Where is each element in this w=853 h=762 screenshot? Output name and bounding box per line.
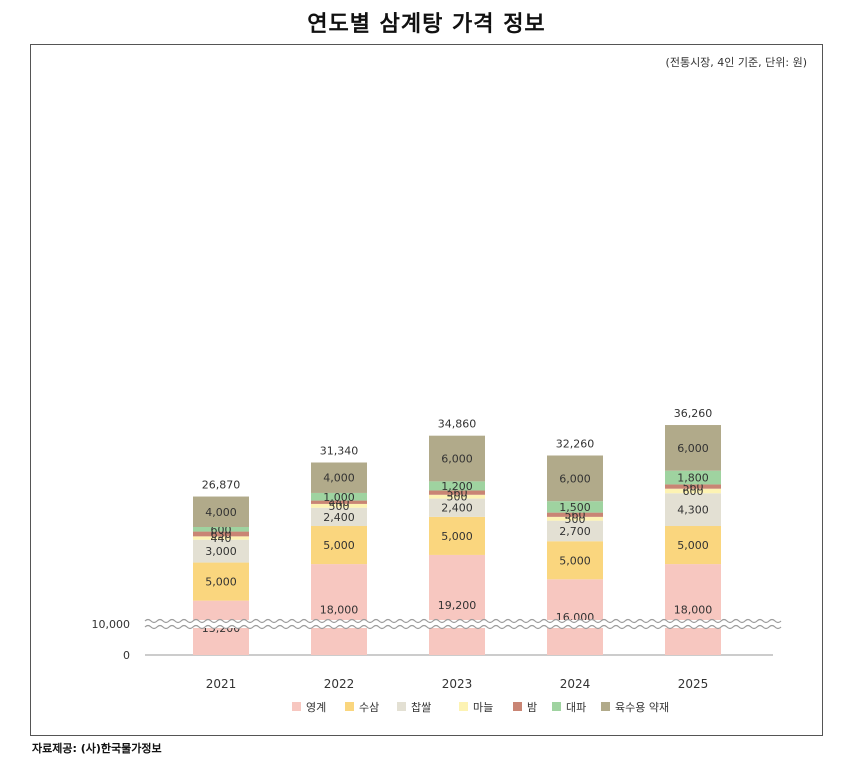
bar-segment (429, 435, 485, 482)
data-label: 6,000 (441, 453, 473, 466)
legend-label: 대파 (566, 701, 586, 714)
legend-label: 육수용 약재 (615, 700, 669, 714)
bar-segment (311, 500, 367, 504)
legend-swatch (513, 702, 522, 711)
bar-segment (429, 498, 485, 517)
bar-segment (547, 512, 603, 517)
data-label: 6,000 (559, 472, 591, 485)
data-label: 5,000 (323, 539, 355, 552)
legend-label: 수삼 (359, 701, 379, 714)
legend-swatch (345, 702, 354, 711)
legend-swatch (292, 702, 301, 711)
bar-segment (311, 507, 367, 527)
bar-segment (665, 425, 721, 471)
x-tick-label: 2022 (324, 677, 355, 691)
data-label: 1,000 (323, 491, 355, 504)
axis-break-gap (140, 620, 780, 628)
data-label: 1,200 (441, 480, 473, 493)
chart-title: 연도별 삼계탕 가격 정보 (307, 12, 546, 37)
data-label: 4,000 (205, 506, 237, 519)
data-label: 1,800 (677, 472, 709, 485)
bar-segment (193, 531, 249, 537)
data-label: 5,000 (441, 530, 473, 543)
data-label: 4,300 (677, 504, 709, 517)
x-tick-label: 2021 (206, 677, 237, 691)
bar-segment (193, 496, 249, 527)
legend-swatch (459, 702, 468, 711)
unit-note: (전통시장, 4인 기준, 단위: 원) (665, 56, 807, 69)
data-label: 3,000 (205, 545, 237, 558)
bar-segment (665, 484, 721, 489)
x-tick-label: 2024 (560, 677, 591, 691)
bar-segment (547, 541, 603, 580)
data-label: 1,500 (559, 501, 591, 514)
data-label: 19,200 (438, 599, 477, 612)
axis-break-line (144, 624, 782, 630)
axis-break-line (144, 618, 782, 624)
data-label: 5,000 (559, 554, 591, 567)
bar-segment (665, 488, 721, 494)
bar-segment (547, 579, 603, 655)
legend-swatch (552, 702, 561, 711)
total-label: 36,260 (674, 407, 713, 420)
bar-segment (547, 520, 603, 542)
bar-segment (665, 564, 721, 655)
source-note: 자료제공: (사)한국물가정보 (32, 742, 162, 755)
y-tick-label: 0 (123, 649, 130, 662)
bar-segment (193, 539, 249, 563)
legend-swatch (397, 702, 406, 711)
x-tick-label: 2023 (442, 677, 473, 691)
bar-segment (547, 516, 603, 521)
data-label: 2,400 (323, 511, 355, 524)
total-label: 34,860 (438, 418, 477, 431)
legend-label: 찹쌀 (411, 701, 431, 714)
bar-segment (311, 503, 367, 508)
bar-segment (311, 492, 367, 501)
bar-segment (311, 462, 367, 493)
data-label: 18,000 (674, 604, 713, 617)
data-label: 6,000 (677, 442, 709, 455)
bar-segment (665, 526, 721, 565)
bar-segment (665, 470, 721, 485)
bar-segment (311, 564, 367, 655)
data-label: 2,700 (559, 525, 591, 538)
x-tick-label: 2025 (678, 677, 709, 691)
data-label: 5,000 (205, 576, 237, 589)
bar-segment (429, 494, 485, 499)
legend-swatch (601, 702, 610, 711)
y-tick-label: 10,000 (92, 618, 131, 631)
bar-segment (547, 501, 603, 513)
data-label: 18,000 (320, 604, 359, 617)
bar-segment (429, 490, 485, 495)
total-label: 26,870 (202, 479, 241, 492)
data-label: 5,000 (677, 539, 709, 552)
bar-segment (429, 554, 485, 655)
total-label: 31,340 (320, 444, 359, 457)
bar-segment (665, 493, 721, 527)
chart-frame (30, 44, 823, 736)
legend-label: 마늘 (473, 701, 493, 714)
total-label: 32,260 (556, 437, 595, 450)
bar-segment (547, 455, 603, 502)
data-label: 4,000 (323, 472, 355, 485)
legend-label: 영계 (306, 701, 326, 714)
bar-segment (429, 481, 485, 491)
bar-segment (193, 536, 249, 540)
data-label: 2,400 (441, 502, 473, 515)
bar-segment (193, 562, 249, 601)
legend-label: 밤 (527, 701, 537, 714)
bar-segment (311, 526, 367, 565)
bar-segment (429, 516, 485, 555)
bar-segment (193, 526, 249, 532)
